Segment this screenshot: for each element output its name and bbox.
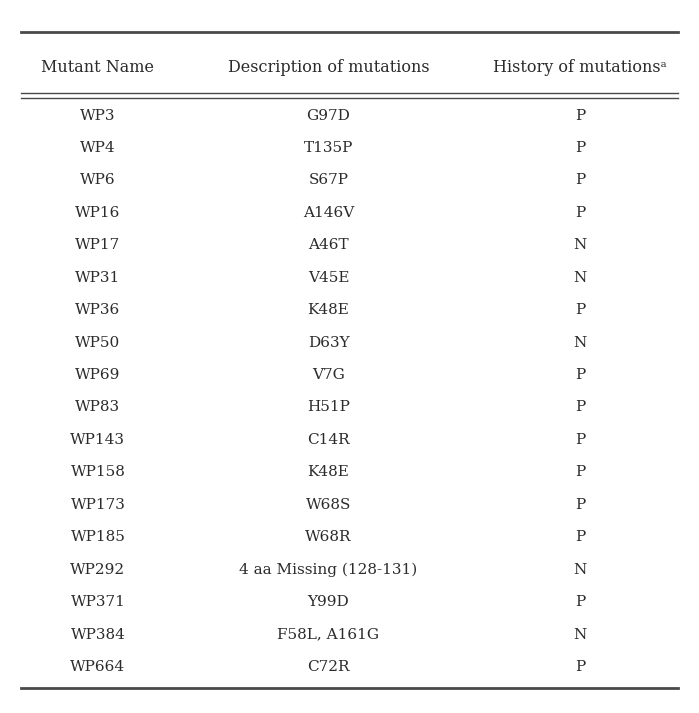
Text: A146V: A146V <box>303 206 354 220</box>
Text: W68S: W68S <box>306 498 351 512</box>
Text: WP83: WP83 <box>75 401 120 414</box>
Text: W68R: W68R <box>305 530 352 544</box>
Text: WP36: WP36 <box>75 303 120 317</box>
Text: P: P <box>575 173 585 188</box>
Text: T135P: T135P <box>304 141 353 155</box>
Text: WP31: WP31 <box>75 271 120 284</box>
Text: WP6: WP6 <box>80 173 115 188</box>
Text: V7G: V7G <box>312 368 345 382</box>
Text: WP4: WP4 <box>80 141 115 155</box>
Text: WP371: WP371 <box>71 595 125 609</box>
Text: P: P <box>575 401 585 414</box>
Text: P: P <box>575 530 585 544</box>
Text: WP143: WP143 <box>71 433 125 447</box>
Text: N: N <box>574 627 586 642</box>
Text: P: P <box>575 368 585 382</box>
Text: WP3: WP3 <box>80 108 115 123</box>
Text: A46T: A46T <box>308 238 349 252</box>
Text: Mutant Name: Mutant Name <box>41 59 154 76</box>
Text: WP69: WP69 <box>75 368 120 382</box>
Text: V45E: V45E <box>308 271 350 284</box>
Text: G97D: G97D <box>307 108 350 123</box>
Text: C14R: C14R <box>308 433 350 447</box>
Text: H51P: H51P <box>307 401 350 414</box>
Text: P: P <box>575 206 585 220</box>
Text: WP17: WP17 <box>75 238 120 252</box>
Text: S67P: S67P <box>308 173 349 188</box>
Text: WP384: WP384 <box>71 627 125 642</box>
Text: WP664: WP664 <box>71 660 125 674</box>
Text: C72R: C72R <box>308 660 350 674</box>
Text: K48E: K48E <box>308 303 350 317</box>
Text: P: P <box>575 498 585 512</box>
Text: 4 aa Missing (128-131): 4 aa Missing (128-131) <box>239 563 418 577</box>
Text: Y99D: Y99D <box>308 595 350 609</box>
Text: P: P <box>575 660 585 674</box>
Text: N: N <box>574 238 586 252</box>
Text: WP158: WP158 <box>71 466 125 479</box>
Text: WP185: WP185 <box>71 530 125 544</box>
Text: WP50: WP50 <box>75 336 120 349</box>
Text: N: N <box>574 271 586 284</box>
Text: K48E: K48E <box>308 466 350 479</box>
Text: P: P <box>575 303 585 317</box>
Text: N: N <box>574 336 586 349</box>
Text: P: P <box>575 108 585 123</box>
Text: History of mutationsᵃ: History of mutationsᵃ <box>493 59 667 76</box>
Text: D63Y: D63Y <box>308 336 350 349</box>
Text: Description of mutations: Description of mutations <box>228 59 429 76</box>
Text: P: P <box>575 433 585 447</box>
Text: WP173: WP173 <box>71 498 125 512</box>
Text: P: P <box>575 595 585 609</box>
Text: F58L, A161G: F58L, A161G <box>278 627 380 642</box>
Text: N: N <box>574 563 586 577</box>
Text: P: P <box>575 141 585 155</box>
Text: WP16: WP16 <box>75 206 120 220</box>
Text: WP292: WP292 <box>71 563 125 577</box>
Text: P: P <box>575 466 585 479</box>
